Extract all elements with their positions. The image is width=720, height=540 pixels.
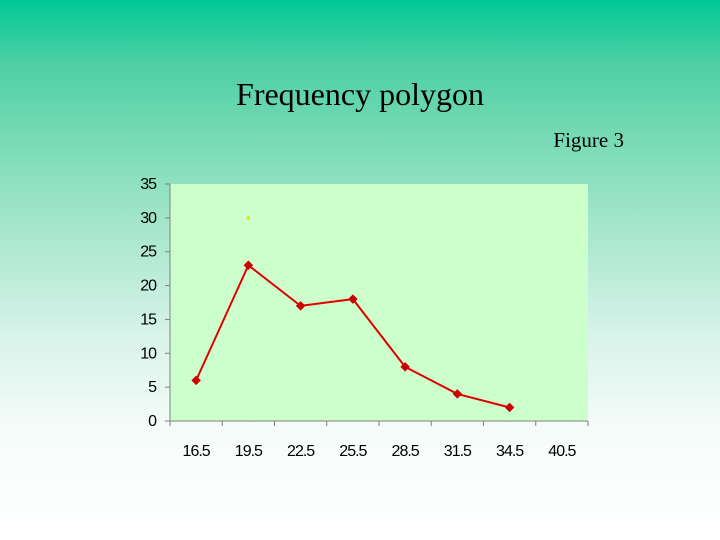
x-tick-label: 16.5 — [183, 443, 211, 460]
x-tick-label: 28.5 — [392, 443, 420, 460]
y-tick-label: 35 — [140, 176, 157, 193]
data-point-marker — [452, 389, 463, 399]
y-axis: 0 5 10 15 20 25 30 35 — [140, 176, 171, 430]
slide-title: Frequency polygon — [236, 76, 484, 112]
y-tick-label: 5 — [148, 379, 157, 396]
x-tick-label: 19.5 — [235, 443, 263, 460]
y-tick-label: 15 — [140, 311, 157, 328]
data-point-marker — [295, 301, 306, 311]
y-tick-label: 0 — [148, 413, 157, 430]
series-group — [191, 216, 515, 413]
data-point-marker — [400, 361, 410, 372]
x-axis: 16.5 19.5 22.5 25.5 28.5 31.5 34.5 40.5 — [169, 420, 589, 460]
y-tick-label: 10 — [140, 345, 157, 362]
data-point-marker — [348, 294, 358, 304]
stray-point-marker — [246, 216, 251, 220]
x-tick-label: 40.5 — [548, 443, 576, 460]
y-tick-label: 25 — [140, 244, 157, 261]
x-tick-label: 25.5 — [339, 443, 367, 460]
y-tick-label: 30 — [140, 210, 157, 227]
plot-area — [170, 184, 588, 421]
data-point-marker — [191, 375, 201, 386]
y-tick-label: 20 — [140, 278, 157, 295]
data-point-marker — [504, 402, 515, 413]
data-point-marker — [243, 260, 254, 271]
x-tick-label: 34.5 — [496, 443, 524, 460]
x-tick-label: 31.5 — [444, 443, 472, 460]
x-tick-label: 22.5 — [287, 443, 315, 460]
figure-label: Figure 3 — [553, 128, 624, 152]
